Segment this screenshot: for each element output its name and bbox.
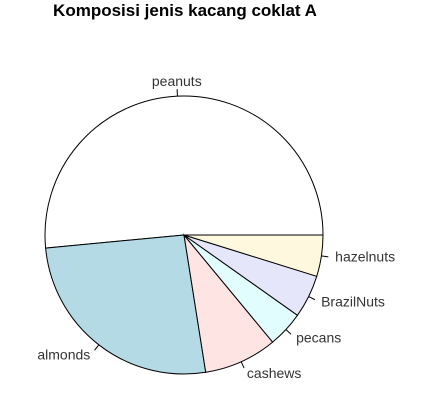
label-tick-almonds <box>94 344 100 351</box>
slice-label-peanuts: peanuts <box>152 73 202 89</box>
slice-label-almonds: almonds <box>37 347 90 363</box>
label-tick-pecans <box>285 329 292 335</box>
pie-slice-peanuts <box>44 95 324 249</box>
slice-label-cashews: cashews <box>247 365 301 381</box>
slice-label-pecans: pecans <box>296 330 341 346</box>
slice-label-brazilnuts: BrazilNuts <box>321 293 385 309</box>
label-tick-brazilnuts <box>308 296 316 301</box>
slice-label-hazelnuts: hazelnuts <box>335 249 395 265</box>
chart-title: Komposisi jenis kacang coklat A <box>53 1 317 20</box>
label-tick-hazelnuts <box>321 255 329 258</box>
label-tick-cashews <box>240 361 245 369</box>
pie-slice-hazelnuts <box>183 234 324 277</box>
